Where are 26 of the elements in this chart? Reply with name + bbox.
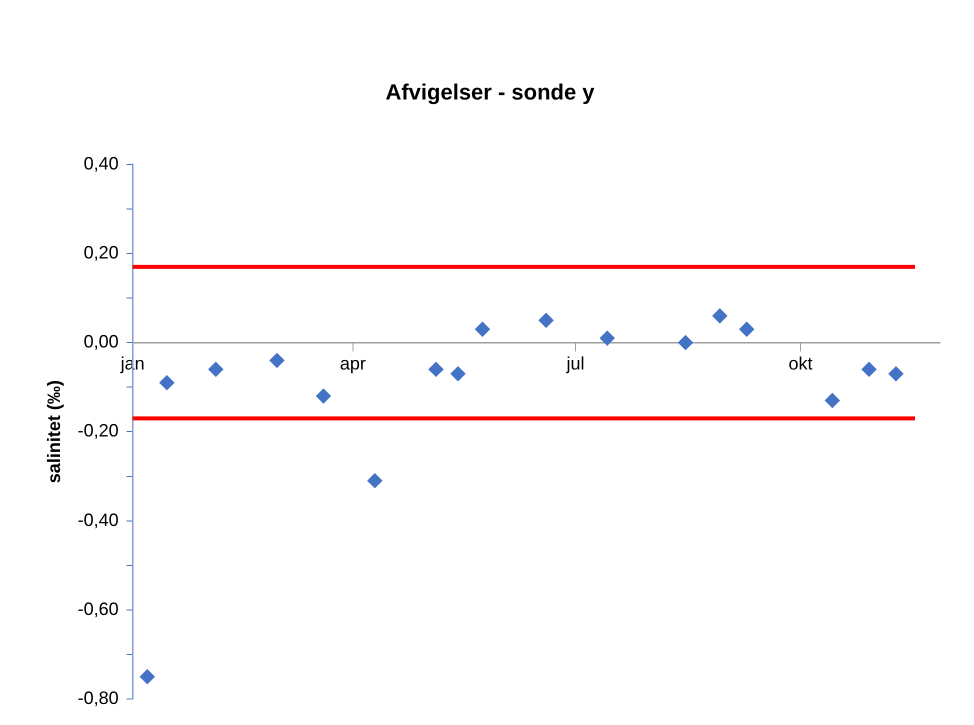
x-tick-label: okt (788, 353, 813, 374)
point (862, 362, 877, 377)
point (600, 330, 615, 346)
y-tick-label: -0,80 (78, 688, 119, 708)
x-tick-label: jul (565, 353, 584, 374)
point (474, 322, 490, 337)
point (739, 322, 754, 337)
x-tick-label: apr (340, 353, 366, 374)
point (678, 335, 694, 350)
y-tick-label: -0,40 (78, 510, 119, 530)
y-tick-label: 0,00 (84, 332, 119, 352)
point (888, 366, 904, 382)
point (712, 308, 728, 324)
point (428, 362, 444, 377)
y-tick-label: 0,40 (84, 153, 119, 174)
y-tick-label: 0,20 (84, 242, 119, 262)
point (824, 393, 840, 408)
point (316, 388, 331, 404)
y-tick-label: -0,60 (78, 598, 119, 619)
point (269, 352, 284, 368)
point (538, 312, 554, 328)
point (450, 366, 466, 382)
y-axis-title: salinitet (‰) (44, 380, 64, 484)
point (367, 473, 382, 488)
y-tick-label: -0,20 (78, 420, 119, 441)
chart-title: Afvigelser - sonde y (385, 79, 596, 104)
